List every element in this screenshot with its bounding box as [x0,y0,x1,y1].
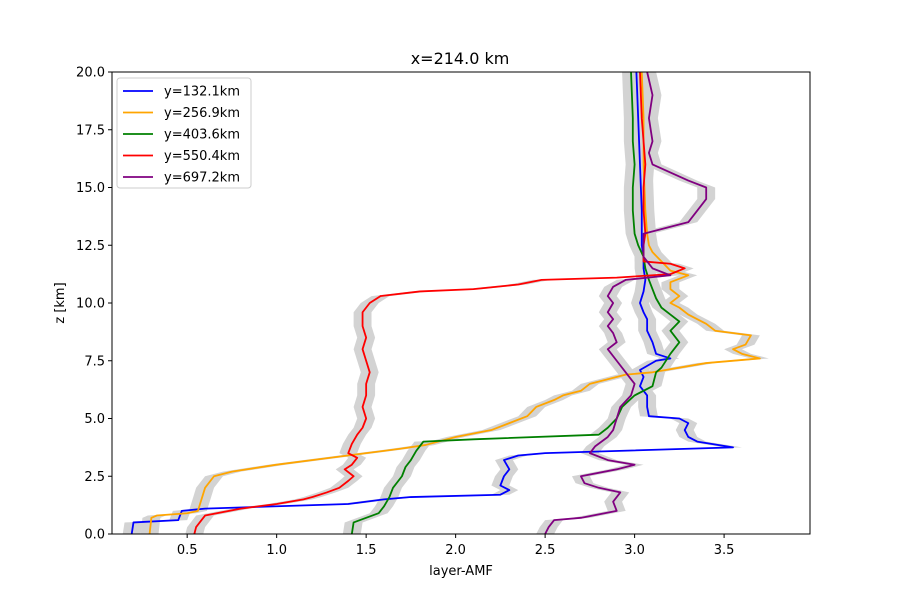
x-tick-label: 2.5 [535,543,556,558]
legend-label-3: y=550.4km [164,149,240,164]
x-axis: 0.5 1.0 1.5 2.0 2.5 3.0 3.5 [177,534,735,558]
series-line-4 [544,71,708,535]
legend-label-2: y=403.6km [164,128,240,143]
uncertainty-band-1 [140,72,769,534]
y-tick-label: 10.0 [76,297,105,312]
y-axis: 0.0 2.5 5.0 7.5 10.0 12.5 15.0 17.5 20.0 [76,66,112,543]
y-tick-label: 0.0 [84,528,105,543]
x-tick-label: 3.5 [714,543,735,558]
legend-label-4: y=697.2km [164,171,240,186]
y-tick-label: 12.5 [76,239,105,254]
legend-box [116,77,252,189]
series-line-2 [350,71,681,535]
chart-title: x=214.0 km [411,49,510,68]
y-axis-title: z [km] [53,282,68,323]
x-tick-label: 1.5 [356,543,377,558]
x-axis-title: layer-AMF [429,564,493,579]
x-tick-label: 1.0 [266,543,287,558]
y-tick-label: 2.5 [84,470,105,485]
legend-label-1: y=256.9km [164,106,240,121]
series-line-3 [193,71,686,535]
series-line-1 [148,71,761,535]
y-tick-label: 17.5 [76,123,105,138]
x-tick-label: 2.0 [445,543,466,558]
y-tick-label: 5.0 [84,412,105,427]
x-tick-label: 3.0 [624,543,645,558]
y-tick-label: 15.0 [76,181,105,196]
series-line-0 [130,71,734,535]
y-tick-label: 20.0 [76,66,105,81]
series-lines [130,71,761,535]
legend-label-0: y=132.1km [164,85,240,100]
y-tick-label: 7.5 [84,354,105,369]
legend: y=132.1km y=256.9km y=403.6km y=550.4km y=69… [116,77,252,189]
x-tick-label: 0.5 [177,543,198,558]
